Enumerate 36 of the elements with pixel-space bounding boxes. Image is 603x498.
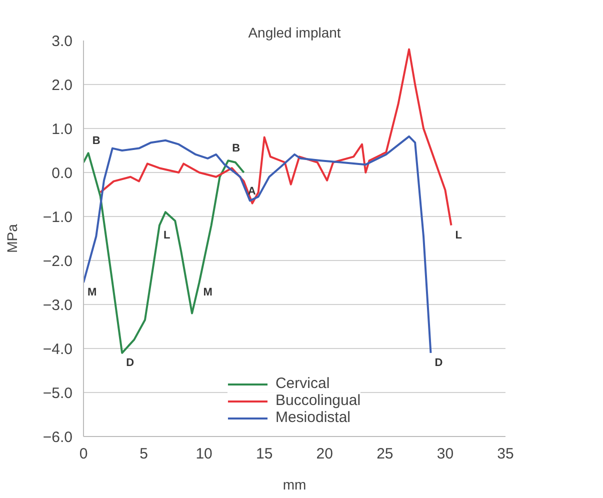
y-tick-label: 0.0	[52, 165, 73, 182]
y-tick-label: −1.0	[42, 209, 73, 226]
annotation: L	[455, 229, 462, 242]
y-tick-label: −3.0	[42, 297, 73, 314]
y-tick-label: −6.0	[42, 429, 73, 446]
x-tick-label: 5	[140, 446, 148, 462]
annotation: M	[203, 286, 212, 298]
y-axis-title: MPa	[4, 224, 20, 253]
x-tick-label: 25	[376, 446, 394, 462]
line-series	[99, 48, 452, 226]
y-tick-label: −4.0	[42, 341, 73, 358]
y-tick-label: 1.0	[52, 121, 73, 138]
legend-label: Mesiodistal	[275, 409, 350, 426]
x-tick-label: 35	[497, 446, 514, 462]
x-axis-title: mm	[282, 476, 306, 492]
line-series	[84, 152, 245, 354]
annotation: A	[248, 185, 256, 198]
y-tick-label: −5.0	[42, 385, 73, 402]
line-series	[84, 135, 432, 354]
annotation: B	[232, 142, 240, 155]
x-tick-label: 30	[436, 446, 454, 462]
y-tick-label: −2.0	[42, 253, 73, 270]
x-tick-label: 20	[316, 446, 333, 462]
annotation: M	[88, 286, 97, 298]
x-tick-label: 15	[256, 446, 273, 462]
annotation: D	[434, 356, 443, 369]
annotation: B	[92, 135, 100, 148]
x-tick-label: 10	[196, 446, 212, 462]
annotation: L	[163, 229, 170, 242]
annotation: D	[126, 356, 134, 369]
y-tick-label: 2.0	[52, 77, 73, 94]
legend-label: Cervical	[275, 375, 330, 392]
legend-label: Buccolingual	[275, 392, 361, 409]
y-tick-label: 3.0	[52, 33, 73, 50]
x-tick-label: 0	[79, 446, 88, 462]
chart-title: Angled implant	[248, 24, 341, 40]
